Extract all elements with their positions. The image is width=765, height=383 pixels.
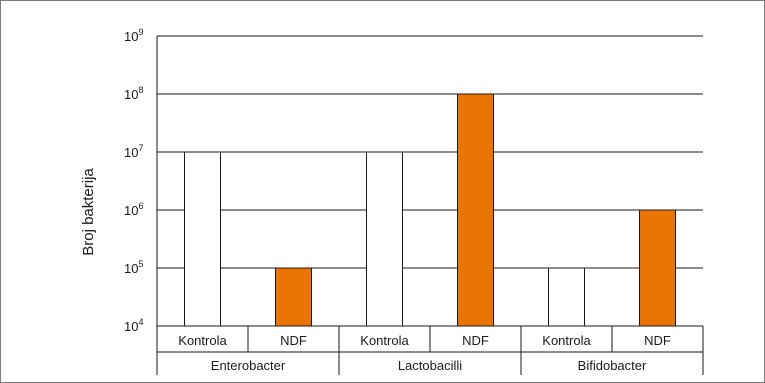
bar-kontrola-lactobacilli — [366, 151, 403, 327]
y-tick-label: 104 — [124, 317, 143, 334]
bars — [184, 93, 676, 327]
bar-ndf-bifidobacter — [639, 209, 676, 327]
bar-ndf-lactobacilli — [457, 93, 494, 327]
y-tick-label: 107 — [124, 143, 143, 160]
y-tick-label: 109 — [124, 27, 143, 44]
gridlines — [157, 35, 703, 269]
y-tick-label: 106 — [124, 201, 143, 218]
y-tick-label: 108 — [124, 85, 143, 102]
group-label: Lactobacilli — [398, 358, 462, 373]
bar-kontrola-enterobacter — [184, 151, 221, 327]
series-label: Kontrola — [542, 333, 591, 348]
series-label: NDF — [462, 333, 489, 348]
series-label: Kontrola — [360, 333, 409, 348]
series-label: Kontrola — [178, 333, 227, 348]
series-label: NDF — [280, 333, 307, 348]
y-axis-label: Broj bakterija — [80, 168, 97, 256]
y-tick-labels: 104 105 106 107 108 109 — [124, 27, 143, 334]
axes — [156, 36, 704, 375]
group-label: Enterobacter — [211, 358, 286, 373]
y-tick-label: 105 — [124, 259, 143, 276]
bar-kontrola-bifidobacter — [548, 267, 585, 327]
group-label: Bifidobacter — [578, 358, 647, 373]
bar-ndf-enterobacter — [275, 267, 312, 327]
series-label: NDF — [644, 333, 671, 348]
